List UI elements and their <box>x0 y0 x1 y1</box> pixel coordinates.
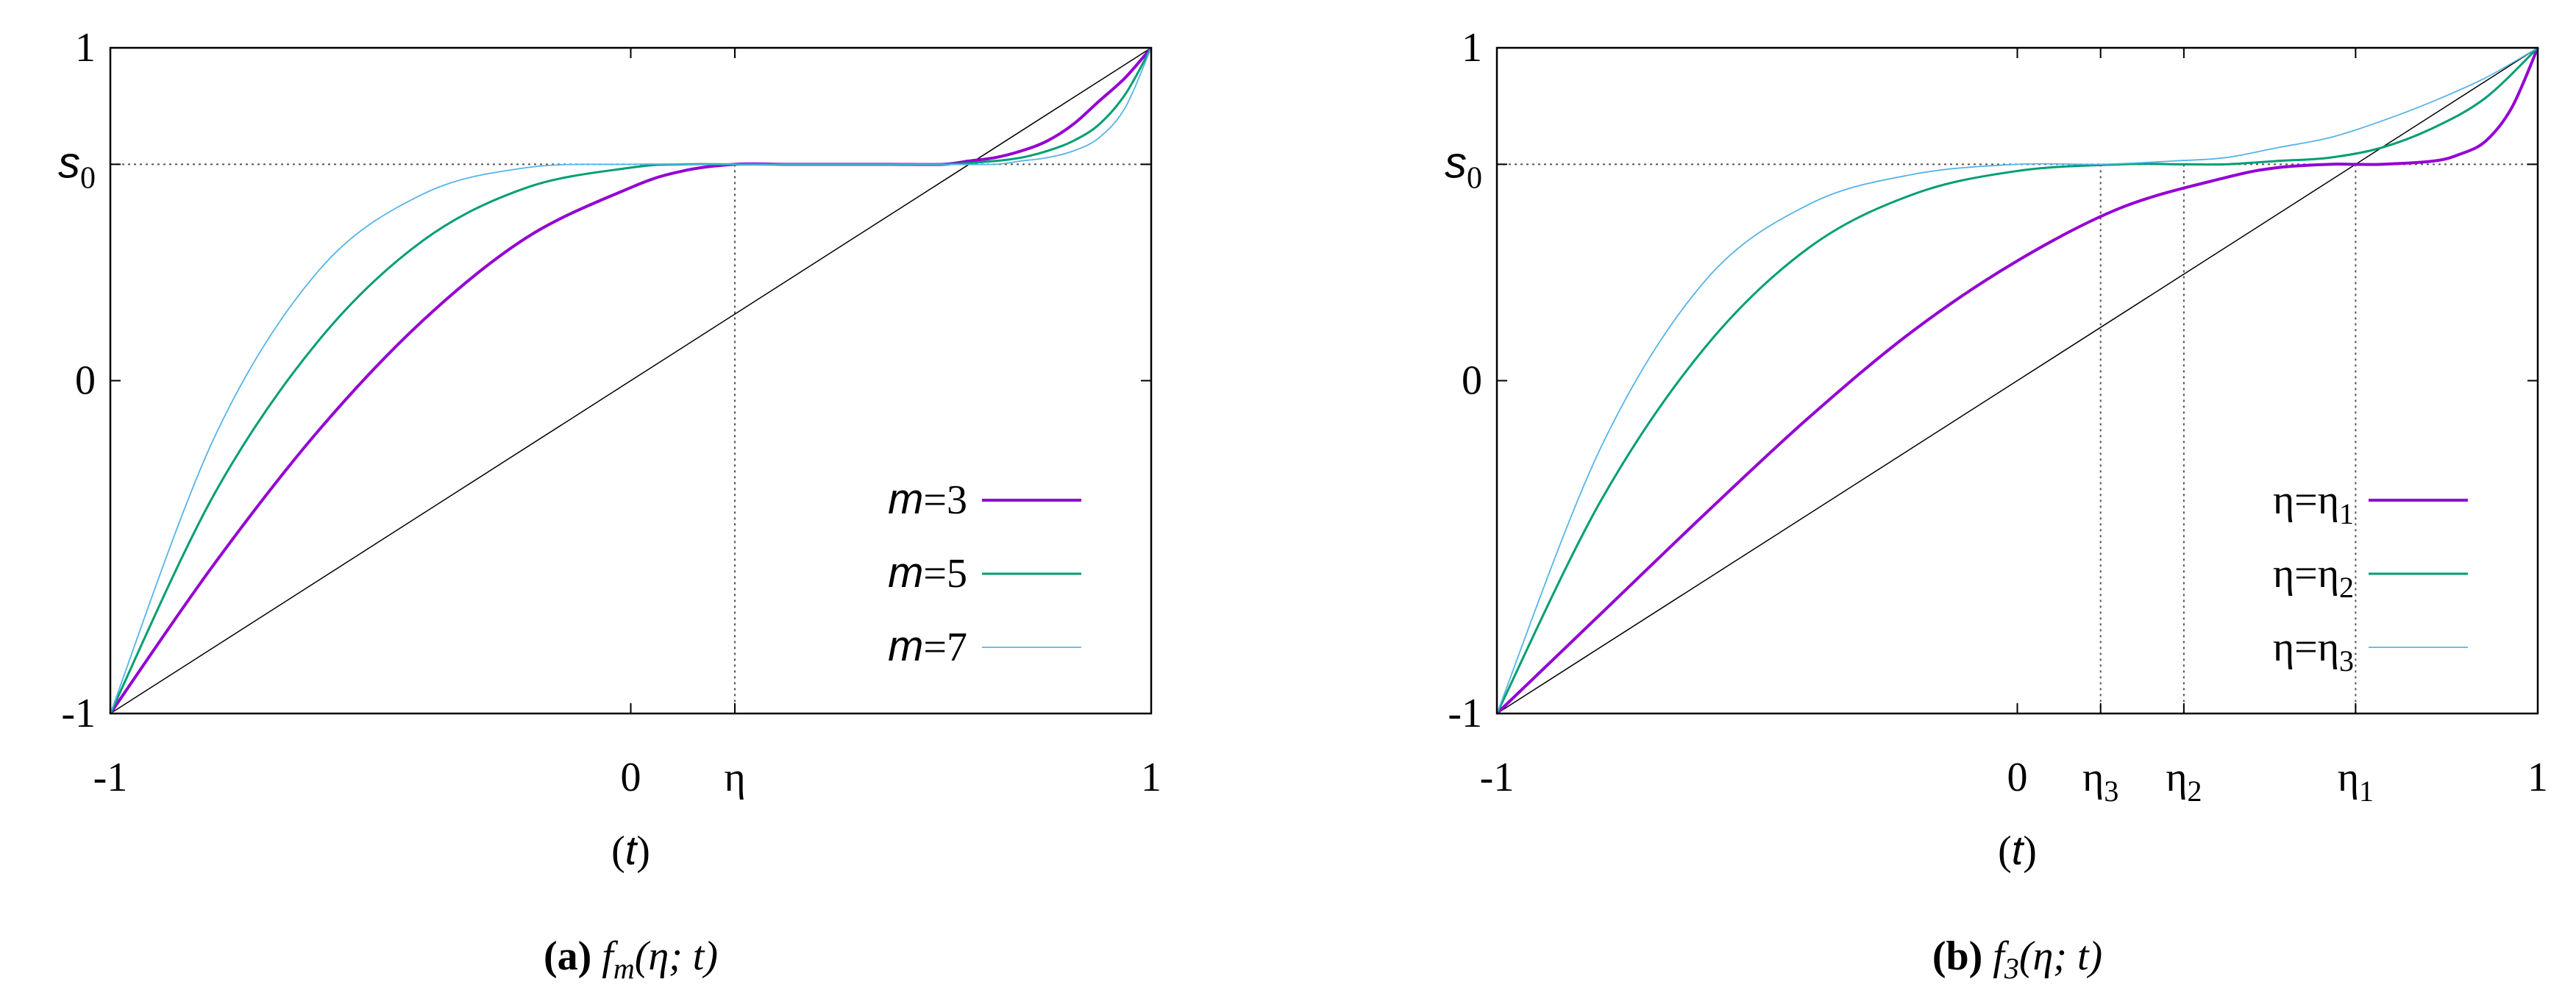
legend-label-3: m=7 <box>888 622 967 670</box>
legend-label-2: m=5 <box>888 549 967 597</box>
x-tick-label: η <box>724 755 745 800</box>
panel-caption: (a) fm(η; t) <box>544 933 718 985</box>
panel-b: -1 0 η3 η2 η1 1 -1 0 s0 1 η=η1 η=η2 η=η3 (t) (b) f3(η;… <box>1445 25 2548 985</box>
x-tick-label: η1 <box>2338 755 2374 808</box>
x-tick-label: 1 <box>1141 755 1161 800</box>
y-tick-label: 1 <box>1462 25 1482 71</box>
x-tick-label: η2 <box>2166 755 2202 808</box>
legend-label-3: η=η3 <box>2273 625 2354 677</box>
x-tick-label: η3 <box>2082 755 2118 808</box>
series-line-3 <box>1496 47 2538 714</box>
legend-label-2: η=η2 <box>2273 551 2354 604</box>
legend-label-1: η=η1 <box>2273 477 2354 530</box>
series-line-2 <box>1495 46 2539 714</box>
series-line-3 <box>110 47 1152 714</box>
x-tick-label: -1 <box>93 755 128 800</box>
series-line-1 <box>1495 47 2539 715</box>
y-tick-label: s0 <box>1445 138 1482 195</box>
y-tick-label: 0 <box>1462 358 1482 404</box>
y-tick-label: 1 <box>75 25 96 71</box>
panel-caption: (b) f3(η; t) <box>1932 933 2102 985</box>
identity-diagonal-line <box>110 47 1152 714</box>
y-tick-label: 0 <box>75 358 96 404</box>
y-tick-label: -1 <box>61 691 96 736</box>
x-axis-label: (t) <box>1998 827 2037 874</box>
y-tick-label: -1 <box>1448 691 1482 736</box>
x-tick-label: 0 <box>621 755 641 800</box>
x-tick-label: 0 <box>2007 755 2028 800</box>
x-tick-label: -1 <box>1480 755 1515 800</box>
x-tick-label: 1 <box>2527 755 2548 800</box>
y-tick-label: s0 <box>58 138 96 195</box>
panel-a: -1 0 η 1 -1 0 s0 1 m=3 m=5 m=7 (t) (a) fm(η; t) <box>58 25 1161 985</box>
legend-label-1: m=3 <box>888 475 967 523</box>
identity-diagonal-line <box>1496 47 2538 714</box>
x-axis-label: (t) <box>611 827 650 874</box>
